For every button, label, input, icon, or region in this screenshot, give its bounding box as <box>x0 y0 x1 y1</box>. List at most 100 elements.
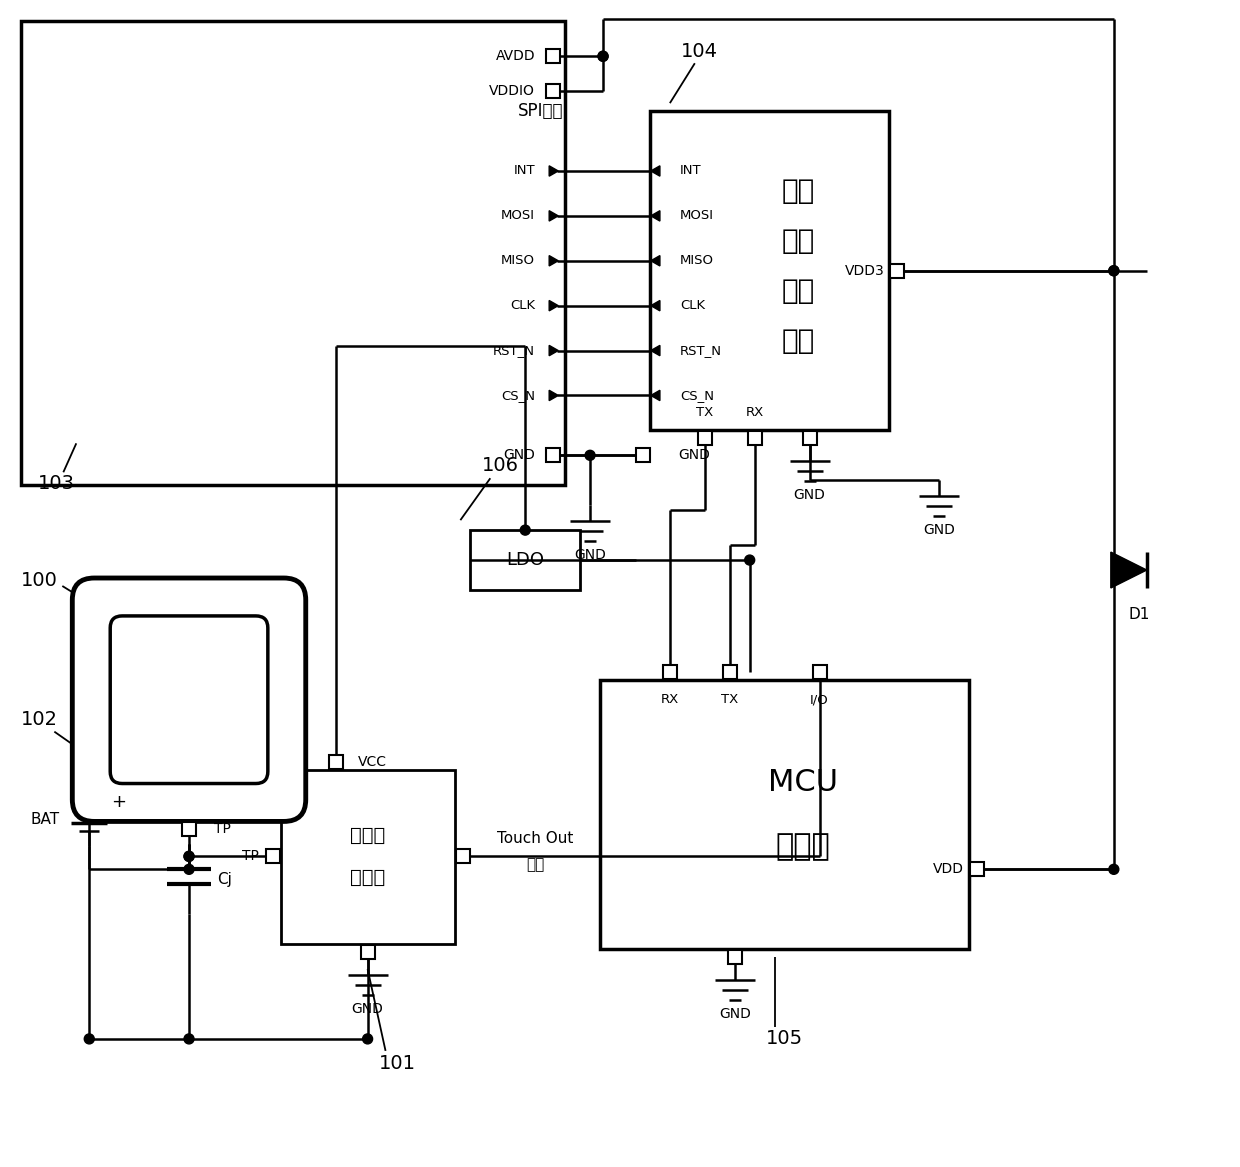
Circle shape <box>68 366 71 370</box>
Bar <box>748 432 761 446</box>
Circle shape <box>387 247 391 250</box>
Circle shape <box>288 228 290 230</box>
Circle shape <box>347 107 350 111</box>
Circle shape <box>148 427 150 429</box>
Circle shape <box>347 307 350 310</box>
Text: MOSI: MOSI <box>501 209 536 223</box>
Circle shape <box>288 188 290 190</box>
Circle shape <box>288 427 290 429</box>
Circle shape <box>308 366 310 370</box>
Text: MOSI: MOSI <box>680 209 714 223</box>
Bar <box>361 945 374 959</box>
Circle shape <box>48 208 51 210</box>
Circle shape <box>288 48 290 51</box>
Circle shape <box>308 327 310 330</box>
Circle shape <box>108 228 110 230</box>
Circle shape <box>68 48 71 51</box>
Circle shape <box>84 1034 94 1044</box>
Text: +: + <box>112 794 126 811</box>
Text: I/O: I/O <box>810 693 828 706</box>
Circle shape <box>227 228 231 230</box>
Circle shape <box>88 168 91 170</box>
Circle shape <box>327 307 330 310</box>
Circle shape <box>108 107 110 111</box>
Circle shape <box>167 168 171 170</box>
Circle shape <box>327 168 330 170</box>
Circle shape <box>347 68 350 71</box>
Circle shape <box>367 68 370 71</box>
Circle shape <box>88 88 91 91</box>
Circle shape <box>108 327 110 330</box>
Circle shape <box>68 147 71 151</box>
Circle shape <box>347 88 350 91</box>
Circle shape <box>347 228 350 230</box>
Circle shape <box>167 366 171 370</box>
Bar <box>30 29 398 428</box>
Circle shape <box>148 68 150 71</box>
Circle shape <box>68 247 71 250</box>
Polygon shape <box>549 211 558 221</box>
Circle shape <box>367 427 370 429</box>
Polygon shape <box>549 256 558 266</box>
Circle shape <box>308 267 310 271</box>
Circle shape <box>187 88 191 91</box>
Circle shape <box>367 107 370 111</box>
Circle shape <box>387 168 391 170</box>
Circle shape <box>68 208 71 210</box>
Text: 信号: 信号 <box>526 857 544 872</box>
Circle shape <box>128 267 130 271</box>
Text: 103: 103 <box>38 474 74 492</box>
Polygon shape <box>651 211 660 221</box>
Polygon shape <box>651 166 660 176</box>
Circle shape <box>268 307 270 310</box>
Circle shape <box>187 327 191 330</box>
Circle shape <box>347 327 350 330</box>
Circle shape <box>308 88 310 91</box>
Text: MISO: MISO <box>501 254 536 267</box>
Circle shape <box>248 407 250 410</box>
Circle shape <box>148 327 150 330</box>
Text: VCC: VCC <box>357 755 387 769</box>
Circle shape <box>387 387 391 390</box>
Circle shape <box>48 347 51 350</box>
Circle shape <box>68 68 71 71</box>
Circle shape <box>308 287 310 291</box>
Bar <box>182 823 196 837</box>
Circle shape <box>148 48 150 51</box>
Bar <box>812 665 827 679</box>
Circle shape <box>227 387 231 390</box>
Circle shape <box>207 168 211 170</box>
Text: MISO: MISO <box>680 254 714 267</box>
Circle shape <box>187 147 191 151</box>
Circle shape <box>268 208 270 210</box>
Circle shape <box>327 188 330 190</box>
Circle shape <box>227 287 231 291</box>
Circle shape <box>88 68 91 71</box>
Circle shape <box>248 347 250 350</box>
Circle shape <box>48 387 51 390</box>
Text: GND: GND <box>574 548 606 562</box>
Circle shape <box>187 208 191 210</box>
Bar <box>698 432 712 446</box>
Circle shape <box>207 267 211 271</box>
Circle shape <box>128 387 130 390</box>
Polygon shape <box>651 300 660 310</box>
Circle shape <box>268 168 270 170</box>
Circle shape <box>327 267 330 271</box>
Circle shape <box>48 287 51 291</box>
Text: INT: INT <box>680 165 702 177</box>
Circle shape <box>88 387 91 390</box>
Circle shape <box>248 327 250 330</box>
Circle shape <box>48 267 51 271</box>
Circle shape <box>148 88 150 91</box>
Circle shape <box>308 68 310 71</box>
Circle shape <box>367 48 370 51</box>
Circle shape <box>367 407 370 410</box>
Circle shape <box>207 127 211 131</box>
Circle shape <box>347 48 350 51</box>
Circle shape <box>167 267 171 271</box>
Circle shape <box>88 427 91 429</box>
Text: 106: 106 <box>482 456 518 475</box>
Circle shape <box>128 168 130 170</box>
Text: GND: GND <box>719 1007 750 1021</box>
